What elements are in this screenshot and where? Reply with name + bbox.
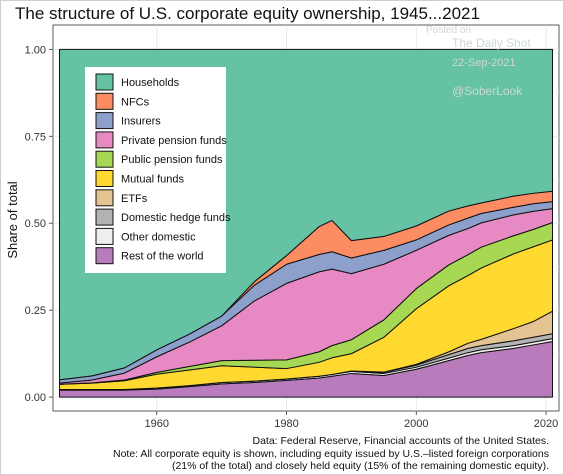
watermark-handle: @SoberLook (452, 84, 523, 98)
legend-key-rest-of-the-world (95, 247, 114, 265)
legend-key-other-domestic (95, 227, 114, 245)
legend-label-other-domestic: Other domestic (121, 231, 196, 243)
legend-label-households: Households (121, 77, 180, 89)
footer-note-1: Note: All corporate equity is shown, inc… (113, 447, 549, 460)
legend-label-etfs: ETFs (121, 193, 148, 205)
legend-label-nfcs: NFCs (121, 96, 150, 108)
y-tick-label: 1.00 (25, 44, 46, 56)
legend-key-domestic-hedge-funds (95, 208, 114, 226)
legend-key-insurers (95, 112, 114, 130)
chart-title: The structure of U.S. corporate equity o… (15, 4, 480, 23)
y-tick-label: 0.75 (25, 131, 46, 143)
watermark-posted-on: Posted on (426, 25, 471, 36)
legend-key-nfcs (95, 92, 114, 110)
legend-key-public-pension-funds (95, 150, 114, 168)
chart-footer: Data: Federal Reserve, Financial account… (113, 435, 549, 473)
legend-label-domestic-hedge-funds: Domestic hedge funds (121, 212, 231, 224)
axes: 0.00 0.25 0.50 0.75 1.00 1960 1980 2000 2020 (25, 44, 559, 430)
legend-label-rest-of-the-world: Rest of the world (121, 251, 204, 263)
legend-label-private-pension-funds: Private pension funds (121, 135, 227, 147)
x-tick-label: 2000 (404, 418, 428, 430)
y-tick-label: 0.25 (25, 305, 46, 317)
x-tick-label: 1960 (145, 418, 169, 430)
legend-label-insurers: Insurers (121, 116, 161, 128)
footer-note-2: (21% of the total) and closely held equi… (171, 460, 549, 472)
y-axis-title: Share of total (5, 181, 20, 258)
watermark: Posted on The Daily Shot 22-Sep-2021 @So… (426, 25, 531, 98)
x-tick-label: 2020 (534, 418, 558, 430)
x-tick-label: 1980 (274, 418, 298, 430)
y-tick-label: 0.50 (25, 218, 46, 230)
legend-key-mutual-funds (95, 170, 114, 187)
legend-key-private-pension-funds (95, 131, 114, 149)
legend-key-households (95, 73, 114, 91)
watermark-date: 22-Sep-2021 (452, 57, 516, 69)
footer-source: Data: Federal Reserve, Financial account… (252, 435, 550, 447)
legend-label-public-pension-funds: Public pension funds (121, 154, 223, 166)
watermark-site: The Daily Shot (452, 36, 531, 50)
legend-key-etfs (95, 189, 114, 207)
y-tick-label: 0.00 (25, 392, 46, 404)
legend: Households NFCs Insurers Private pension fu… (85, 67, 231, 273)
legend-label-mutual-funds: Mutual funds (121, 174, 184, 186)
